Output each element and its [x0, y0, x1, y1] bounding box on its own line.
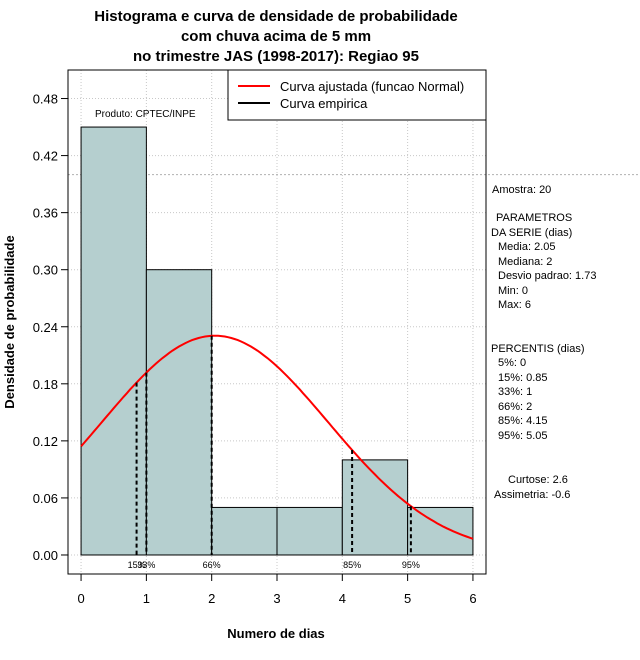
percentile-label: 33%	[137, 560, 155, 570]
percentil-line: 5%: 0	[498, 357, 526, 369]
histogram-bar	[407, 506, 474, 556]
percentil-line: 85%: 4.15	[498, 415, 548, 427]
stats-panel: Amostra: 20 PARAMETROS DA SERIE (dias) M…	[491, 184, 596, 501]
y-tick-label: 0.12	[33, 434, 58, 449]
y-tick-label: 0.42	[33, 149, 58, 164]
y-axis: 0.00 0.06 0.12 0.18 0.24 0.30 0.36 0.42 0.48	[33, 92, 68, 563]
percentile-label: 85%	[343, 560, 361, 570]
x-tick-label: 1	[143, 591, 150, 606]
y-tick-label: 0.24	[33, 320, 58, 335]
y-tick-label: 0.06	[33, 491, 58, 506]
histogram-bars	[80, 126, 474, 556]
percentil-line: 95%: 5.05	[498, 430, 548, 442]
x-tick-label: 3	[273, 591, 280, 606]
y-tick-label: 0.18	[33, 377, 58, 392]
assimetria-value: Assimetria: -0.6	[494, 489, 570, 501]
y-tick-label: 0.30	[33, 263, 58, 278]
percentil-line: 15%: 0.85	[498, 372, 548, 384]
y-axis-title: Densidade de probabilidade	[2, 235, 17, 408]
percentile-label: 15%	[128, 560, 146, 570]
chart-title-line-1: Histograma e curva de densidade de proba…	[94, 8, 457, 25]
percentile-label: 95%	[402, 560, 420, 570]
x-axis: 0 1 2 3 4 5 6	[77, 573, 477, 606]
x-tick-label: 0	[77, 591, 84, 606]
y-tick-label: 0.36	[33, 206, 58, 221]
histogram-bar	[145, 269, 213, 556]
param-line: Min: 0	[498, 285, 528, 297]
histogram-bar	[211, 506, 278, 556]
sample-size: Amostra: 20	[492, 184, 551, 196]
percentile-markers: 15%33% 66% 85% 95%	[128, 335, 420, 570]
param-line: Mediana: 2	[498, 256, 552, 268]
histogram-bar	[276, 506, 343, 556]
x-tick-label: 2	[208, 591, 215, 606]
x-tick-label: 6	[469, 591, 476, 606]
param-line: Desvio padrao: 1.73	[498, 270, 596, 282]
percentil-line: 66%: 2	[498, 401, 532, 413]
chart-title-line-3: no trimestre JAS (1998-2017): Regiao 95	[133, 48, 419, 65]
x-tick-label: 4	[339, 591, 346, 606]
params-title-2: DA SERIE (dias)	[491, 227, 572, 239]
source-note: Produto: CPTEC/INPE	[95, 109, 196, 120]
legend-label-empirical: Curva empirica	[280, 96, 368, 111]
percentil-line: 33%: 1	[498, 386, 532, 398]
y-tick-label: 0.48	[33, 92, 58, 107]
x-axis-title: Numero de dias	[227, 626, 325, 641]
chart-title-line-2: com chuva acima de 5 mm	[181, 28, 371, 45]
percentis-title: PERCENTIS (dias)	[491, 343, 585, 355]
legend-label-fitted: Curva ajustada (funcao Normal)	[280, 79, 464, 94]
percentile-label: 66%	[203, 560, 221, 570]
param-line: Media: 2.05	[498, 241, 555, 253]
param-line: Max: 6	[498, 299, 531, 311]
y-tick-label: 0.00	[33, 548, 58, 563]
x-tick-label: 5	[404, 591, 411, 606]
params-title-1: PARAMETROS	[496, 212, 572, 224]
curtose-value: Curtose: 2.6	[508, 474, 568, 486]
histogram-bar	[80, 126, 147, 556]
legend-box	[227, 69, 487, 121]
legend: Curva ajustada (funcao Normal) Curva emp…	[227, 69, 487, 121]
